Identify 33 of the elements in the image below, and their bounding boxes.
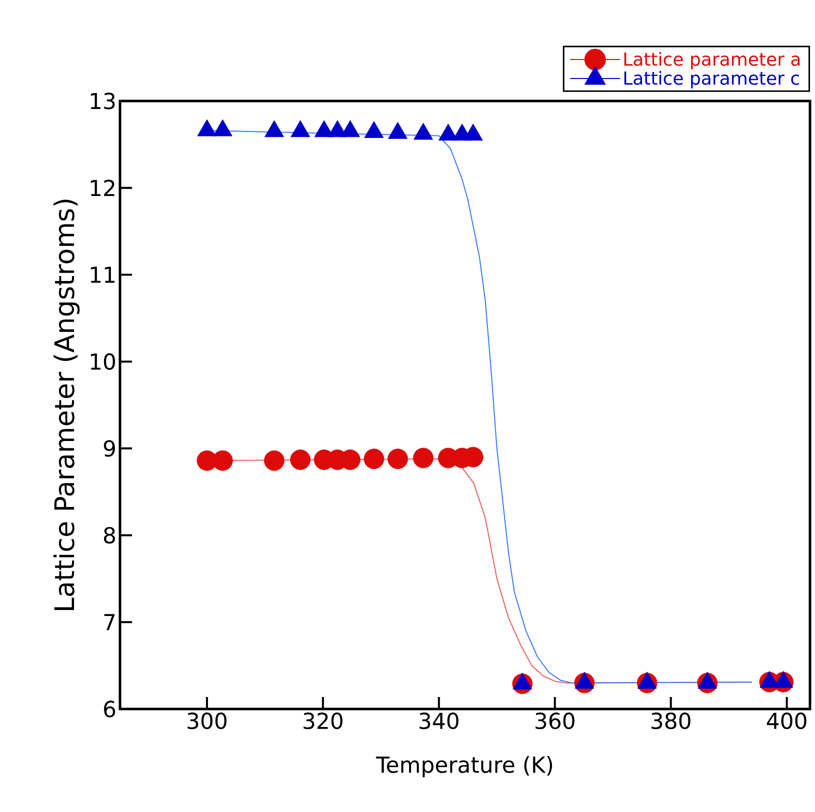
x-tick-label: 360 — [536, 712, 574, 730]
point — [290, 450, 311, 470]
point — [290, 120, 310, 138]
y-tick-label: 13 — [90, 92, 115, 110]
y-tick-label: 12 — [90, 180, 114, 196]
point — [197, 119, 217, 136]
point — [264, 450, 284, 471]
y-tick-label: 6 — [104, 700, 116, 718]
x-tick-label: 380 — [652, 712, 690, 730]
x-tick-label: 300 — [188, 712, 226, 730]
point — [438, 124, 458, 141]
y-tick-label: 7 — [104, 614, 115, 630]
x-axis-title: Temperature (K) — [376, 756, 552, 778]
point — [364, 121, 384, 138]
point — [212, 119, 232, 136]
y-tick-label: 10 — [90, 353, 116, 370]
legend-label: Lattice parameter a — [624, 52, 800, 70]
y-tick-label: 8 — [104, 526, 115, 544]
x-tick-label: 320 — [304, 712, 342, 730]
point — [388, 448, 408, 470]
point — [264, 120, 284, 138]
point — [340, 120, 360, 138]
point — [463, 124, 483, 141]
x-tick-label: 400 — [766, 712, 806, 730]
point — [364, 448, 384, 470]
point — [414, 122, 433, 140]
y-tick-label: 9 — [104, 440, 115, 457]
y-tick-label: 11 — [90, 266, 114, 283]
point — [388, 122, 408, 139]
x-tick-label: 340 — [420, 712, 458, 730]
point — [413, 448, 434, 468]
y-axis-title: Lattice Parameter (Angstroms) — [54, 200, 80, 610]
legend-label: Lattice parameter c — [624, 70, 799, 88]
